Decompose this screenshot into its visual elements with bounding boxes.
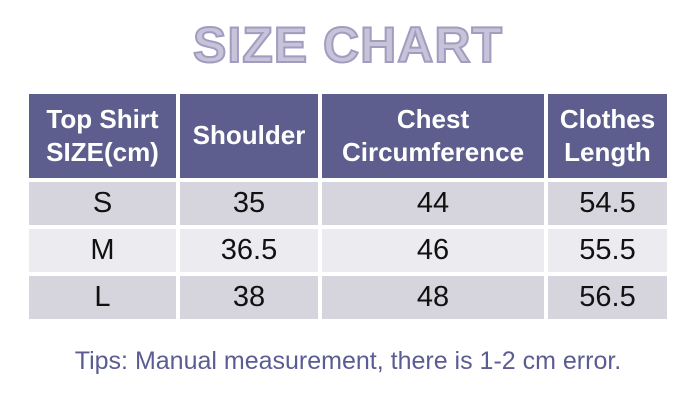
- column-header-size: Top Shirt SIZE(cm): [29, 94, 176, 178]
- cell-size-l: L: [29, 276, 176, 319]
- cell-chest-l: 48: [322, 276, 544, 319]
- tip-text: Tips: Manual measurement, there is 1-2 c…: [74, 347, 622, 375]
- cell-size-s: S: [29, 182, 176, 225]
- column-header-shoulder: Shoulder: [180, 94, 318, 178]
- cell-size-m: M: [29, 229, 176, 272]
- table-row-m: M 36.5 46 55.5: [29, 229, 667, 272]
- cell-length-m: 55.5: [548, 229, 667, 272]
- cell-shoulder-s: 35: [180, 182, 318, 225]
- table-header-row: Top Shirt SIZE(cm) Shoulder Chest Circum…: [29, 94, 667, 178]
- page-title-graphic: SIZE CHART: [192, 16, 503, 74]
- cell-length-l: 56.5: [548, 276, 667, 319]
- cell-length-s: 54.5: [548, 182, 667, 225]
- table-row-l: L 38 48 56.5: [29, 276, 667, 319]
- table-row-s: S 35 44 54.5: [29, 182, 667, 225]
- cell-shoulder-m: 36.5: [180, 229, 318, 272]
- cell-chest-m: 46: [322, 229, 544, 272]
- cell-shoulder-l: 38: [180, 276, 318, 319]
- column-header-clothes-length: Clothes Length: [548, 94, 667, 178]
- cell-chest-s: 44: [322, 182, 544, 225]
- page-title-text: SIZE CHART: [193, 17, 503, 73]
- size-chart-table: Top Shirt SIZE(cm) Shoulder Chest Circum…: [25, 90, 671, 323]
- column-header-chest-circumference: Chest Circumference: [322, 94, 544, 178]
- page-title: SIZE CHART: [0, 10, 696, 76]
